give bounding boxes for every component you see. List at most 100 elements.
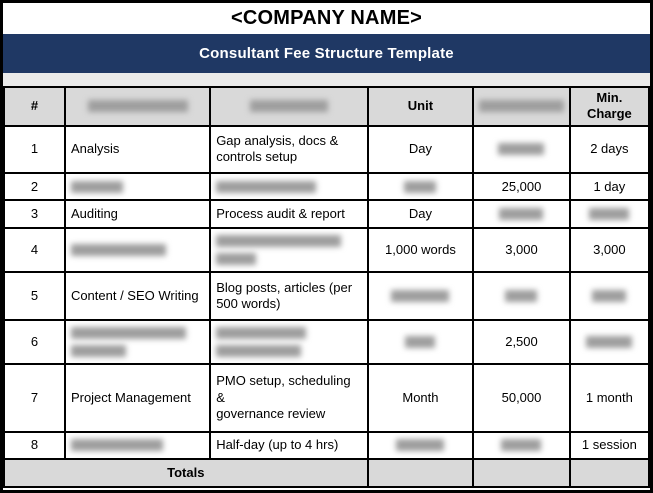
redacted-text-line xyxy=(216,252,257,265)
cell-service xyxy=(63,430,212,460)
redacted-text xyxy=(70,243,204,256)
cell-min_charge: 1 month xyxy=(568,363,650,433)
cell-rate xyxy=(472,271,571,321)
fee-table-body: 1 Analysis Gap analysis, docs & controls se… xyxy=(3,124,650,488)
redacted-text-line xyxy=(499,208,544,221)
redacted-text-line xyxy=(404,180,437,193)
redacted-text-line xyxy=(70,326,186,339)
cell-text: controls setup xyxy=(216,149,298,165)
cell-description xyxy=(209,171,369,202)
cell-description: Process audit & report xyxy=(209,199,369,229)
cell-num: 6 xyxy=(3,318,66,366)
redacted-text-line xyxy=(586,335,633,348)
cell-text: 1,000 words xyxy=(385,241,456,257)
cell-num: 8 xyxy=(3,430,66,460)
header-row: # Unit Min. Charge xyxy=(3,86,650,127)
cell-text: governance review xyxy=(216,405,326,421)
redacted-text xyxy=(374,289,468,302)
cell-rate xyxy=(472,199,571,229)
totals-label-cell: Totals xyxy=(3,458,369,488)
cell-rate: 2,500 xyxy=(472,318,571,366)
banner-title: Consultant Fee Structure Template xyxy=(199,45,454,62)
redacted-text xyxy=(70,326,204,357)
redacted-text xyxy=(576,208,643,221)
cell-text: 25,000 xyxy=(501,178,542,194)
totals-empty-cell xyxy=(472,458,571,488)
redacted-text-line xyxy=(498,143,545,156)
cell-text: 3,000 xyxy=(505,241,538,257)
redacted-text xyxy=(479,439,563,452)
cell-text: Analysis xyxy=(70,141,120,157)
redacted-text xyxy=(576,335,643,348)
fee-table-head: # Unit Min. Charge xyxy=(3,86,650,127)
cell-service: Auditing xyxy=(63,199,212,229)
cell-rate: 3,000 xyxy=(472,226,571,274)
redacted-text-line xyxy=(216,326,307,339)
cell-num: 2 xyxy=(3,171,66,202)
totals-row: Totals xyxy=(3,458,650,488)
cell-text: PMO setup, scheduling & xyxy=(216,373,351,405)
cell-service: Project Management xyxy=(63,363,212,433)
redacted-text xyxy=(479,208,563,221)
redacted-text-line xyxy=(479,100,564,113)
col-header-label: # xyxy=(30,98,39,114)
redacted-text-line xyxy=(70,439,163,452)
cell-unit xyxy=(366,430,475,460)
cell-service: Analysis xyxy=(63,124,212,174)
company-name: <COMPANY NAME> xyxy=(231,7,422,29)
table-row: 5 Content / SEO Writing Blog posts, articl… xyxy=(3,271,650,321)
totals-empty-cell xyxy=(568,458,650,488)
cell-min_charge: 3,000 xyxy=(568,226,650,274)
redacted-text-line xyxy=(87,100,188,113)
redacted-text xyxy=(216,180,361,193)
cell-text: 5 xyxy=(30,287,39,303)
redacted-text-line xyxy=(589,208,630,221)
title-banner: Consultant Fee Structure Template xyxy=(3,34,650,73)
cell-text: 1 month xyxy=(585,389,633,405)
cell-text: 7 xyxy=(30,389,39,405)
cell-min_charge xyxy=(568,271,650,321)
cell-num: 5 xyxy=(3,271,66,321)
totals-empty-cell xyxy=(366,458,475,488)
col-header-num: # xyxy=(3,86,66,127)
cell-text: Day xyxy=(408,205,432,221)
redacted-text-line xyxy=(70,180,123,193)
col-header-description xyxy=(209,86,369,127)
redacted-text-line xyxy=(70,344,126,357)
cell-text: Month xyxy=(402,389,439,405)
cell-description xyxy=(209,318,369,366)
table-row: 4 1,000 words 3,000 3,000 xyxy=(3,226,650,274)
cell-description: Half-day (up to 4 hrs) xyxy=(209,430,369,460)
redacted-text xyxy=(576,289,643,302)
redacted-text xyxy=(70,180,204,193)
redacted-text xyxy=(374,335,468,348)
cell-min_charge: 1 session xyxy=(568,430,650,460)
cell-text: 1 day xyxy=(593,178,626,194)
table-row: 6 2,500 xyxy=(3,318,650,366)
cell-text: Project Management xyxy=(70,389,191,405)
cell-service xyxy=(63,318,212,366)
cell-unit xyxy=(366,271,475,321)
redacted-text-line xyxy=(216,234,342,247)
table-row: 7 Project Management PMO setup, scheduling… xyxy=(3,363,650,433)
cell-text: Gap analysis, docs & xyxy=(216,132,339,148)
redacted-text xyxy=(479,289,563,302)
cell-text: 8 xyxy=(30,437,39,453)
redacted-text xyxy=(374,439,468,452)
redacted-text xyxy=(374,180,468,193)
cell-unit: 1,000 words xyxy=(366,226,475,274)
table-row: 2 25,000 1 day xyxy=(3,171,650,202)
col-header-rate xyxy=(472,86,571,127)
cell-text: 3,000 xyxy=(593,241,626,257)
redacted-text xyxy=(216,326,361,357)
cell-num: 7 xyxy=(3,363,66,433)
redacted-text-line xyxy=(216,180,317,193)
cell-unit: Day xyxy=(366,199,475,229)
cell-rate: 50,000 xyxy=(472,363,571,433)
table-row: 1 Analysis Gap analysis, docs & controls se… xyxy=(3,124,650,174)
cell-num: 1 xyxy=(3,124,66,174)
col-header-unit: Unit xyxy=(366,86,475,127)
redacted-text xyxy=(216,100,361,113)
cell-text: Day xyxy=(408,141,432,157)
